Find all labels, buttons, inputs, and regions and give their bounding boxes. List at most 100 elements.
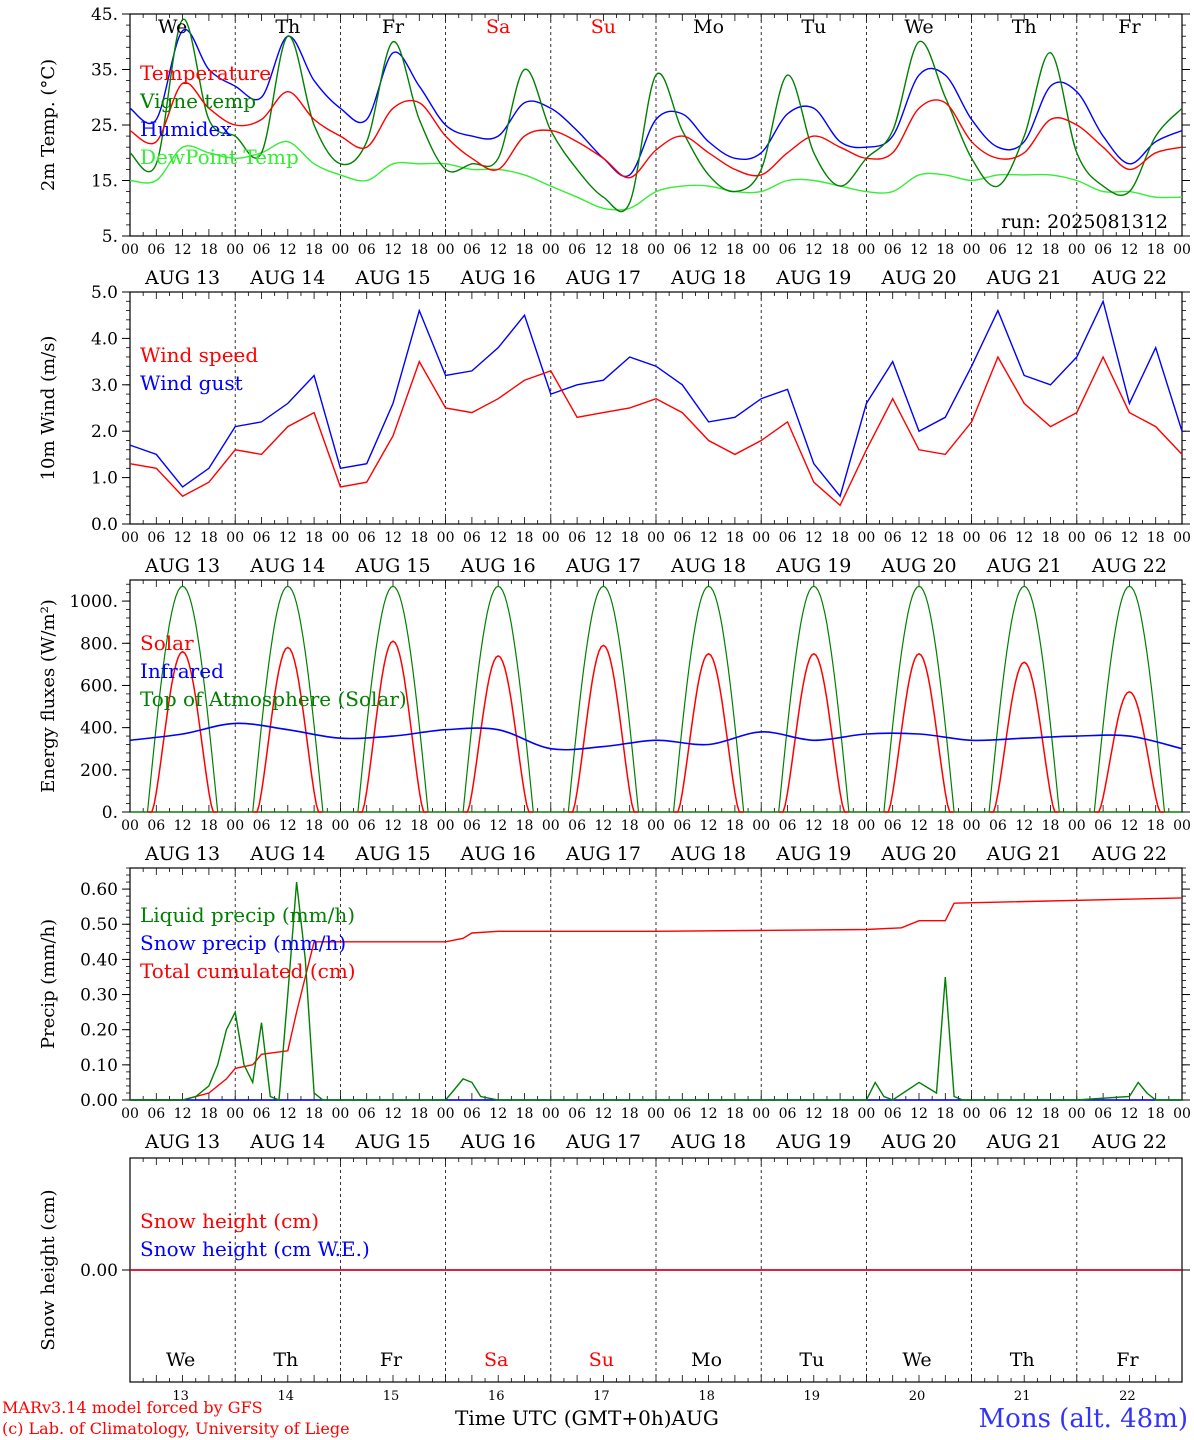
bottom-day-number: 17 [593,1389,610,1404]
hour-tick-label: 12 [700,818,718,834]
weekday-label: We [904,16,933,38]
hour-tick-label: 18 [936,530,954,546]
hour-tick-label: 12 [700,1106,718,1122]
hour-tick-label: 00 [121,242,139,258]
y-tick-label: 0.50 [80,915,118,935]
hour-tick-label: 00 [226,1106,244,1122]
hour-tick-label: 12 [594,242,612,258]
hour-tick-label: 06 [1094,818,1112,834]
hour-tick-label: 06 [253,530,271,546]
hour-tick-label: 00 [437,1106,455,1122]
y-axis-label-energy: Energy fluxes (W/m²) [38,599,59,793]
date-label: AUG 19 [775,555,851,577]
date-label: AUG 14 [249,1131,325,1153]
weekday-label: Tu [801,16,826,38]
y-tick-label: 2.0 [91,422,118,442]
hour-tick-label: 00 [1068,1106,1086,1122]
hour-tick-label: 12 [279,530,297,546]
bottom-weekday-label: Th [1010,1349,1035,1371]
bottom-day-number: 15 [383,1389,400,1404]
bottom-weekday-label: Su [589,1349,614,1371]
legend-snow-precip-mm-h-: Snow precip (mm/h) [140,931,346,955]
hour-tick-label: 18 [516,530,534,546]
y-tick-label: 35. [91,61,118,81]
hour-tick-label: 00 [542,818,560,834]
legend-liquid-precip-mm-h-: Liquid precip (mm/h) [140,903,355,927]
hour-tick-label: 06 [253,818,271,834]
series-wind-speed [129,355,1183,507]
hour-tick-label: 06 [779,530,797,546]
date-label: AUG 22 [1091,1131,1167,1153]
hour-tick-label: 12 [174,530,192,546]
date-label: AUG 19 [775,267,851,289]
hour-tick-label: 12 [1120,242,1138,258]
hour-tick-label: 18 [936,818,954,834]
hour-tick-label: 00 [542,242,560,258]
legend-wind-gust: Wind gust [140,371,243,395]
hour-tick-label: 06 [673,818,691,834]
weekday-label: Th [275,16,300,38]
weekday-label: Sa [486,16,510,38]
hour-tick-label: 00 [857,242,875,258]
hour-tick-label: 00 [331,242,349,258]
y-axis-label-wind: 10m Wind (m/s) [38,336,59,481]
hour-tick-label: 18 [726,530,744,546]
hour-tick-label: 18 [1147,1106,1165,1122]
hour-tick-label: 18 [831,242,849,258]
date-label: AUG 18 [670,267,746,289]
hour-tick-label: 00 [121,818,139,834]
hour-tick-label: 00 [331,530,349,546]
y-tick-label: 0.00 [80,1091,118,1111]
bottom-weekday-label: Mo [691,1349,722,1371]
hour-tick-label: 18 [410,530,428,546]
hour-tick-label: 12 [384,1106,402,1122]
hour-tick-label: 12 [174,818,192,834]
date-label: AUG 15 [354,267,430,289]
hour-tick-label: 18 [1147,530,1165,546]
hour-tick-label: 12 [1015,530,1033,546]
hour-tick-label: 18 [516,818,534,834]
y-axis-label-precip: Precip (mm/h) [38,919,59,1049]
hour-tick-label: 06 [463,1106,481,1122]
hour-tick-label: 12 [489,530,507,546]
y-tick-label: 800. [80,634,118,654]
date-label: AUG 17 [565,267,641,289]
hour-tick-label: 18 [305,818,323,834]
y-tick-label: 0.10 [80,1056,118,1076]
y-tick-label: 1000. [69,592,118,612]
hour-tick-label: 06 [1094,530,1112,546]
date-label: AUG 15 [354,843,430,865]
month-label: AUG [671,1406,719,1430]
hour-tick-label: 00 [963,242,981,258]
hour-tick-label: 06 [673,530,691,546]
series-dewpoint-temp [129,140,1183,211]
hour-tick-label: 00 [647,530,665,546]
hour-tick-label: 12 [805,818,823,834]
legend-infrared: Infrared [140,659,224,683]
series-vigne-temp [129,18,1183,213]
date-label: AUG 19 [775,1131,851,1153]
hour-tick-label: 12 [1120,1106,1138,1122]
hour-tick-label: 18 [936,1106,954,1122]
hour-tick-label: 06 [147,530,165,546]
hour-tick-label: 18 [200,530,218,546]
y-tick-label: 0.00 [80,1261,118,1281]
hour-tick-label: 06 [673,1106,691,1122]
bottom-weekday-label: Sa [484,1349,508,1371]
hour-tick-label: 06 [884,1106,902,1122]
date-label: AUG 17 [565,555,641,577]
series-temperature [129,81,1183,179]
y-tick-label: 15. [91,172,118,192]
hour-tick-label: 06 [568,1106,586,1122]
y-tick-label: 400. [80,719,118,739]
hour-tick-label: 06 [358,818,376,834]
hour-tick-label: 00 [226,530,244,546]
lab-credit-line: (c) Lab. of Climatology, University of L… [2,1419,350,1438]
hour-tick-label: 06 [358,242,376,258]
hour-tick-label: 06 [673,242,691,258]
hour-tick-label: 18 [831,818,849,834]
run-label: run: 2025081312 [1001,211,1168,233]
hour-tick-label: 18 [831,1106,849,1122]
hour-tick-label: 00 [963,818,981,834]
hour-tick-label: 18 [1042,1106,1060,1122]
